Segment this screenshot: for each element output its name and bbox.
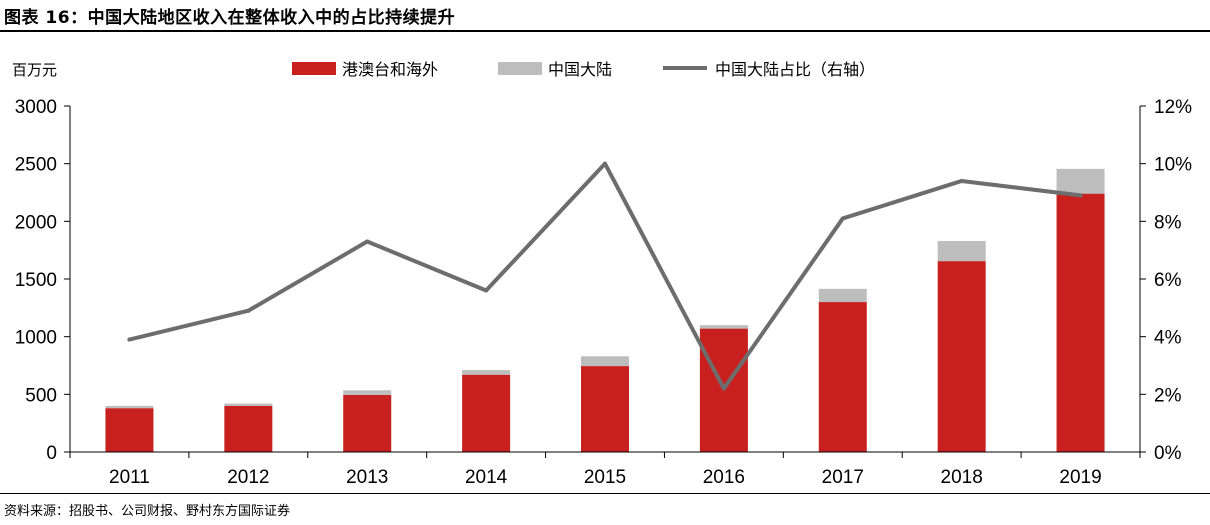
legend: 港澳台和海外 中国大陆 中国大陆占比（右轴）	[292, 60, 875, 79]
left-tick-label-1500: 1500	[15, 270, 57, 291]
bar-overseas-2012	[224, 405, 273, 452]
y-axis-unit-label: 百万元	[12, 61, 57, 79]
source-note: 资料来源：招股书、公司财报、野村东方国际证券	[4, 504, 291, 519]
right-tick-label-12%: 12%	[1154, 97, 1192, 118]
x-tick-label-2012: 2012	[227, 467, 269, 488]
x-tick-label-2017: 2017	[822, 467, 864, 488]
left-tick-label-3000: 3000	[15, 97, 57, 118]
bar-mainland-2018	[937, 240, 986, 262]
share-point-2013	[365, 239, 370, 244]
share-line-group	[127, 161, 1083, 391]
x-tick-label-2019: 2019	[1059, 467, 1101, 488]
right-tick-label-4%: 4%	[1154, 328, 1182, 349]
combo-chart: 港澳台和海外 中国大陆 中国大陆占比（右轴） 百万元 0 500 1000 1500 200…	[12, 60, 1192, 488]
right-tick-label-6%: 6%	[1154, 270, 1182, 291]
bar-mainland-2014	[462, 370, 511, 375]
right-tick-label-10%: 10%	[1154, 155, 1192, 176]
share-point-2014	[484, 288, 489, 293]
right-tick-label-0%: 0%	[1154, 443, 1182, 464]
legend-swatch-0	[292, 62, 336, 75]
bar-mainland-2016	[699, 325, 748, 329]
bar-mainland-2012	[224, 403, 273, 406]
x-tick-label-2018: 2018	[941, 467, 983, 488]
bar-overseas-2015	[581, 366, 629, 452]
right-tick-label-2%: 2%	[1154, 385, 1182, 406]
source-rule	[0, 493, 1210, 494]
bar-mainland-2013	[343, 390, 392, 395]
bar-mainland-2015	[581, 356, 629, 367]
bar-mainland-2011	[105, 405, 154, 409]
bar-mainland-2017	[818, 288, 867, 303]
x-tick-label-2013: 2013	[346, 467, 388, 488]
share-point-2015	[603, 161, 607, 166]
x-tick-label-2016: 2016	[703, 467, 745, 488]
figure-title: 图表 16：中国大陆地区收入在整体收入中的占比持续提升	[4, 8, 456, 28]
bar-overseas-2018	[937, 261, 986, 452]
share-point-2016	[721, 386, 726, 391]
x-tick-label-2015: 2015	[584, 467, 626, 488]
bar-mainland-2019	[1056, 168, 1105, 194]
left-tick-label-2500: 2500	[15, 155, 57, 176]
bar-overseas-2014	[462, 374, 511, 452]
share-point-2019	[1078, 193, 1083, 198]
share-point-2017	[840, 216, 845, 221]
left-tick-label-0: 0	[46, 443, 57, 464]
x-tick-label-2014: 2014	[465, 467, 508, 488]
x-tick-label-2011: 2011	[109, 467, 150, 488]
bar-overseas-2011	[105, 408, 154, 452]
share-point-2012	[246, 308, 251, 313]
bars-group	[105, 168, 1105, 453]
axes-group: 0 500 1000 1500 2000 2500 3000 0% 2% 4% 6% 8% 10% 12%…	[15, 97, 1192, 488]
legend-label-2: 中国大陆占比（右轴）	[715, 60, 875, 79]
title-rule	[0, 30, 1210, 32]
left-tick-label-500: 500	[25, 385, 57, 406]
right-tick-label-8%: 8%	[1154, 212, 1182, 233]
share-point-2011	[127, 337, 132, 342]
legend-label-1: 中国大陆	[548, 60, 612, 79]
left-tick-label-1000: 1000	[15, 328, 57, 349]
bar-overseas-2019	[1056, 193, 1105, 453]
legend-label-0: 港澳台和海外	[342, 60, 438, 79]
left-tick-label-2000: 2000	[15, 212, 57, 233]
bar-overseas-2013	[343, 394, 392, 452]
bar-overseas-2017	[818, 302, 867, 452]
share-point-2018	[959, 178, 964, 183]
legend-swatch-1	[498, 62, 542, 75]
